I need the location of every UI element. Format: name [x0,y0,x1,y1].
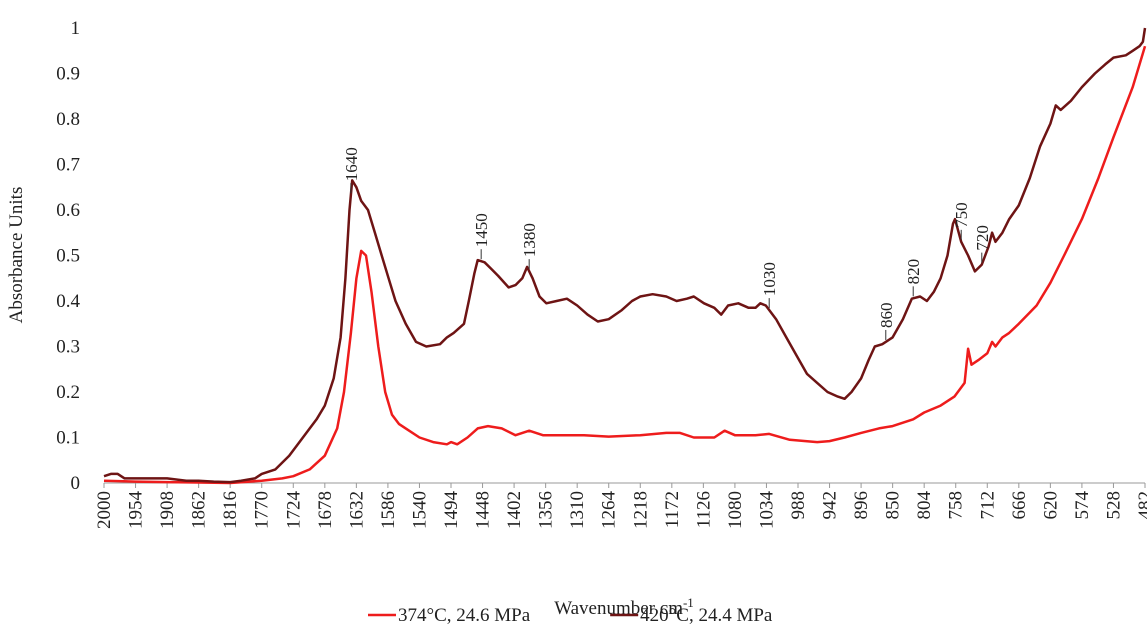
x-tick-label: 528 [1103,491,1124,520]
legend-label: 374°C, 24.6 MPa [398,605,531,626]
x-tick-label: 2000 [94,491,115,529]
x-tick-label: 1770 [252,491,273,529]
annotation: 720 [973,225,992,251]
x-tick-label: 942 [820,491,841,520]
annotation: 750 [952,202,971,228]
x-tick-label: 1586 [378,491,399,529]
x-tick-label: 1310 [567,491,588,529]
y-axis-title: Absorbance Units [6,187,27,324]
x-tick-label: 988 [788,491,809,520]
y-tick-label: 0.5 [56,246,80,267]
x-tick-label: 1402 [504,491,525,529]
annotation: 820 [904,259,923,285]
y-tick-label: 0.7 [56,155,80,176]
x-tick-label: 896 [851,491,872,520]
x-tick-label: 712 [977,491,998,520]
y-tick-label: 0.9 [56,64,80,85]
y-tick-label: 0.6 [56,200,80,221]
series-line [103,45,1147,485]
annotation: 1380 [520,223,539,257]
x-tick-label: 1678 [315,491,336,529]
x-tick-label: 1632 [346,491,367,529]
x-tick-label: 1724 [283,491,304,530]
x-tick-label: 1264 [599,491,620,530]
x-tick-label: 574 [1072,491,1093,520]
y-tick-label: 0.2 [56,382,80,403]
x-tick-label: 1080 [725,491,746,529]
x-axis-title-text: Wavenumber cm [554,598,683,619]
x-tick-label: 850 [883,491,904,520]
y-tick-label: 0.4 [56,291,80,312]
y-tick-label: 0.1 [56,428,80,449]
x-tick-label: 1172 [662,491,683,528]
x-tick-label: 1218 [630,491,651,529]
legend-label: 420°C, 24.4 MPa [640,605,773,626]
annotation: 1450 [472,213,491,247]
annotation: 1030 [760,262,779,296]
annotation: 860 [877,302,896,328]
x-tick-label: 1816 [220,491,241,529]
x-tick-label: 758 [946,491,967,520]
x-tick-label: 804 [914,491,935,520]
annotation: 1640 [342,147,361,181]
y-tick-label: 0.3 [56,337,80,358]
x-tick-label: 1954 [126,491,147,530]
x-tick-label: 1448 [473,491,494,529]
x-tick-label: 482 [1135,491,1147,520]
x-axis-title-sup: -1 [683,595,694,610]
x-tick-label: 666 [1009,491,1030,520]
x-axis-title: Wavenumber cm-1 [554,595,694,619]
x-tick-label: 1494 [441,491,462,530]
x-tick-label: 1540 [409,491,430,529]
x-tick-label: 620 [1040,491,1061,520]
x-tick-label: 1034 [756,491,777,530]
y-tick-label: 0.8 [56,109,80,130]
y-tick-label: 1 [71,18,81,39]
y-tick-label: 0 [71,473,81,494]
x-tick-label: 1908 [157,491,178,529]
series-line [103,27,1147,484]
x-tick-label: 1356 [536,491,557,529]
x-tick-label: 1862 [189,491,210,529]
x-tick-label: 1126 [693,491,714,528]
